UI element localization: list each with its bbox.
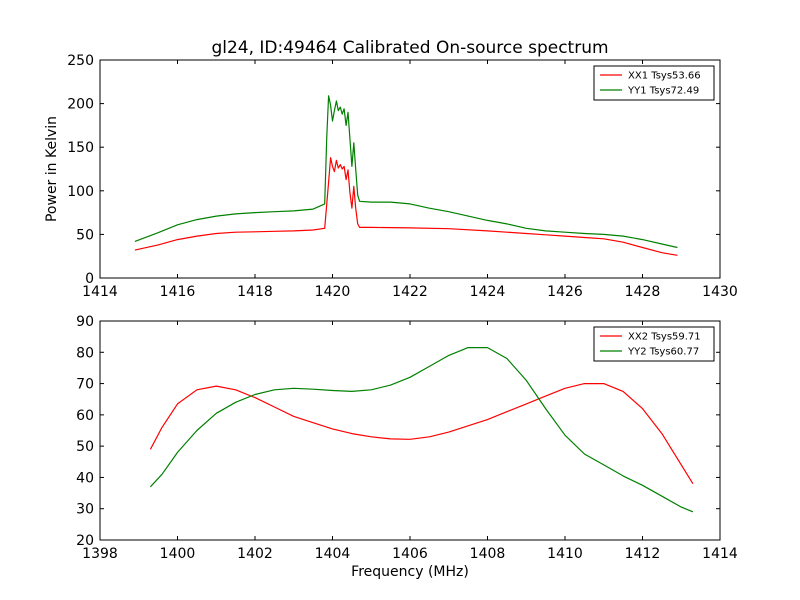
panel-bottom: 1398 1400 1402 1404 1406 1408 1410 1412 1414 20 30… <box>76 314 738 580</box>
x-tick-label: 1398 <box>82 546 118 562</box>
y-tick-label: 250 <box>67 53 94 69</box>
x-tick-label: 1414 <box>82 284 118 300</box>
x-tick-label: 1426 <box>547 284 583 300</box>
y-tick-label: 0 <box>85 271 94 287</box>
x-tick-label: 1418 <box>237 284 273 300</box>
y-tick-label: 80 <box>76 345 94 361</box>
x-tick-label: 1404 <box>315 546 351 562</box>
y-tick-label: 70 <box>76 377 94 393</box>
y-tick-label: 100 <box>67 184 94 200</box>
series-line-yy2 <box>149 347 694 513</box>
y-tick-label: 40 <box>76 470 94 486</box>
legend-label: YY1 Tsys72.49 <box>627 86 699 97</box>
legend-box <box>593 326 715 362</box>
legend: XX1 Tsys53.66 YY1 Tsys72.49 <box>593 65 715 101</box>
x-tick-label: 1428 <box>625 284 661 300</box>
x-tick-label: 1402 <box>237 546 273 562</box>
x-axis-label: Frequency (MHz) <box>351 564 469 580</box>
y-tick-label: 60 <box>76 408 94 424</box>
legend-label: XX2 Tsys59.71 <box>628 332 701 343</box>
series-line-xx1 <box>134 157 678 256</box>
y-tick-label: 50 <box>76 227 94 243</box>
panel-top: 1414 1416 1418 1420 1422 1424 1426 1428 1430 0 50 1… <box>44 53 738 300</box>
x-tick-label: 1400 <box>160 546 196 562</box>
y-tick-label: 20 <box>76 533 94 549</box>
legend-label: YY2 Tsys60.77 <box>627 347 699 358</box>
y-tick-label: 50 <box>76 439 94 455</box>
x-tick-label: 1408 <box>470 546 506 562</box>
y-tick-label: 150 <box>67 140 94 156</box>
x-tick-label: 1410 <box>547 546 583 562</box>
x-tick-label: 1420 <box>315 284 351 300</box>
y-tick-label: 90 <box>76 314 94 330</box>
x-tick-label: 1406 <box>392 546 428 562</box>
legend-label: XX1 Tsys53.66 <box>628 71 701 82</box>
x-tick-label: 1424 <box>470 284 506 300</box>
x-tick-label: 1412 <box>625 546 661 562</box>
legend: XX2 Tsys59.71 YY2 Tsys60.77 <box>593 326 715 362</box>
x-tick-label: 1430 <box>702 284 738 300</box>
x-tick-label: 1416 <box>160 284 196 300</box>
chart-title: gl24, ID:49464 Calibrated On-source spec… <box>211 38 608 58</box>
legend-box <box>593 65 715 101</box>
x-tick-label: 1414 <box>702 546 738 562</box>
x-tick-label: 1422 <box>392 284 428 300</box>
y-tick-label: 200 <box>67 97 94 113</box>
y-tick-label: 30 <box>76 502 94 518</box>
series-line-xx2 <box>149 383 694 485</box>
series-line-yy1 <box>134 95 678 249</box>
y-axis-label: Power in Kelvin <box>44 116 60 222</box>
